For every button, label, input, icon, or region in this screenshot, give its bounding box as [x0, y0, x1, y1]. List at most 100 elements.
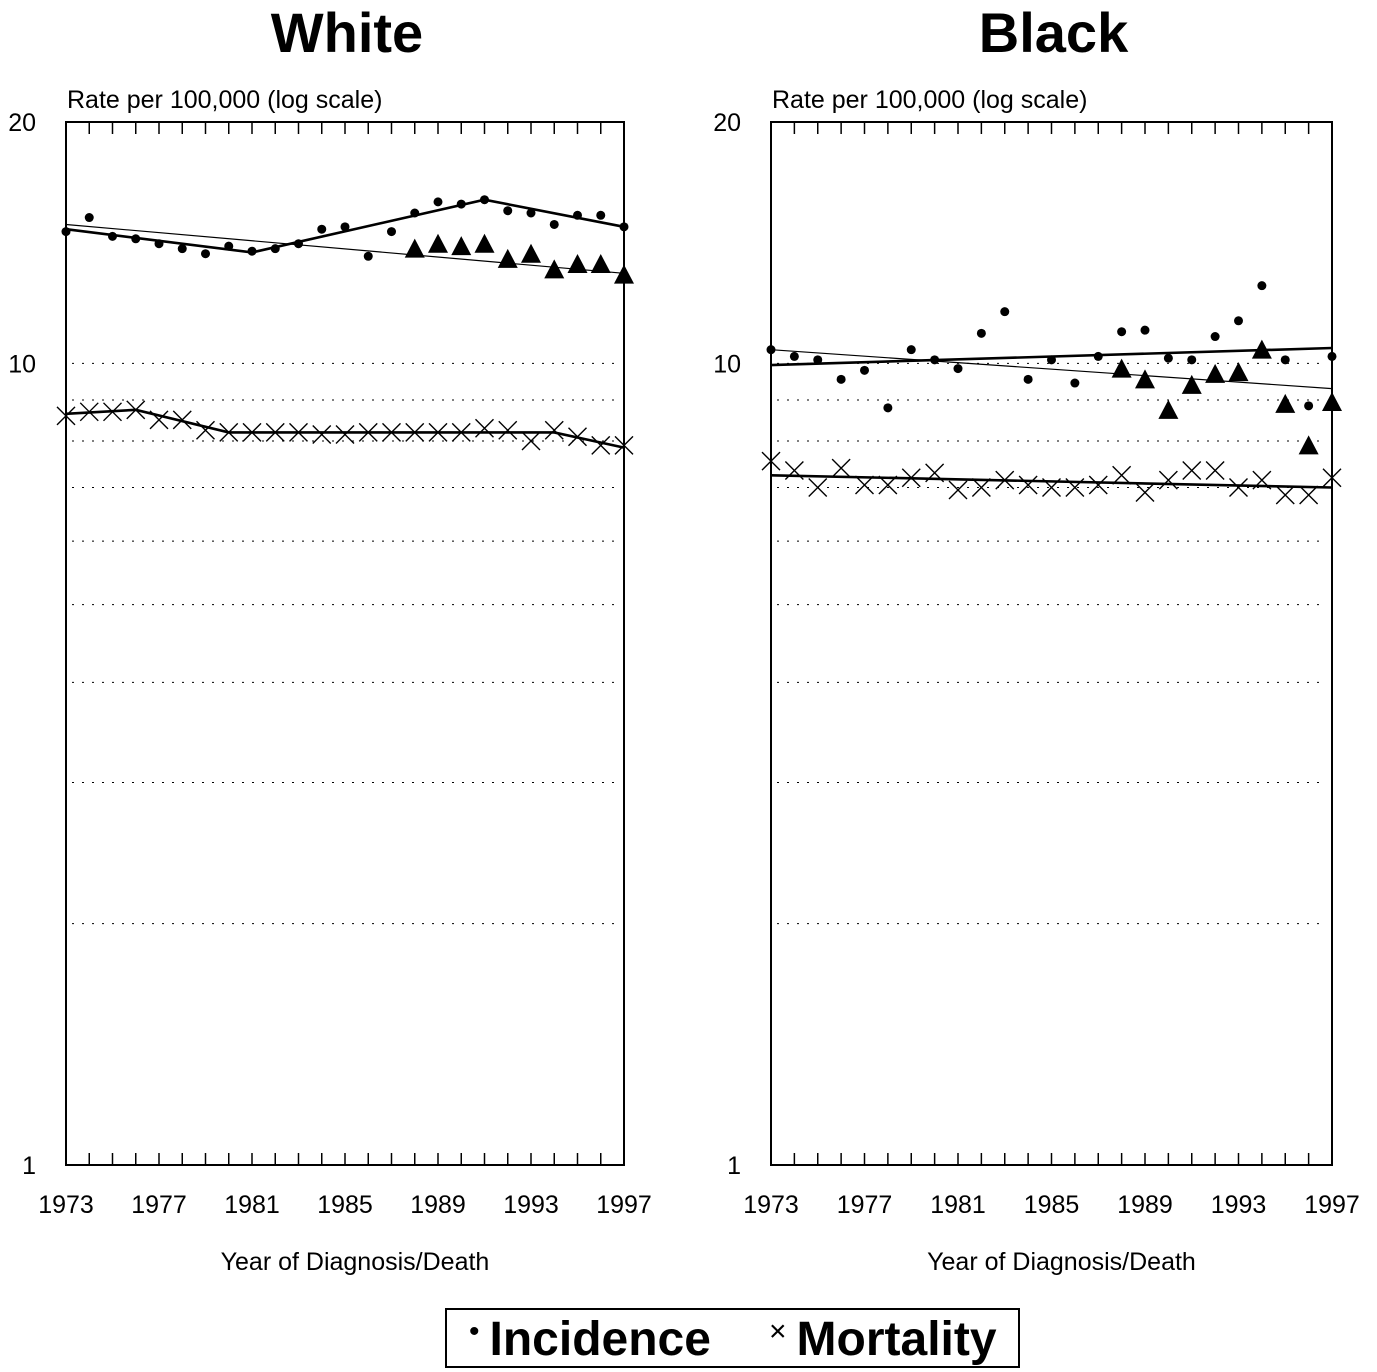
mortality-point: [1275, 485, 1295, 505]
incidence-point: [224, 241, 234, 251]
incidence-point: [1187, 355, 1197, 365]
incidence-point: [340, 222, 350, 232]
mortality-point: [149, 410, 169, 430]
incidence-point: [1140, 325, 1150, 335]
trend-line: [770, 349, 1333, 390]
adjusted-incidence-point: [1205, 363, 1226, 383]
incidence-point: [480, 195, 489, 205]
mortality-point: [1112, 465, 1132, 485]
x-tick-label: 1973: [38, 1191, 94, 1219]
incidence-point: [456, 199, 466, 209]
mortality-point: [1065, 478, 1085, 498]
incidence-point: [1304, 401, 1314, 411]
mortality-point: [591, 435, 611, 455]
incidence-point: [1023, 374, 1033, 384]
x-axis-label: Year of Diagnosis/Death: [927, 1248, 1196, 1276]
trend-line: [65, 408, 625, 449]
mortality-point: [831, 458, 851, 478]
mortality-point: [289, 422, 308, 442]
incidence-point: [526, 208, 536, 218]
legend-incidence-label: Incidence: [489, 1313, 711, 1366]
incidence-point: [61, 227, 71, 237]
x-tick-label: 1993: [503, 1191, 559, 1219]
mortality-point: [103, 402, 122, 422]
adjusted-incidence-point: [428, 233, 448, 253]
mortality-point: [784, 461, 804, 481]
legend: • Incidence × Mortality: [445, 1308, 1020, 1368]
y-tick-label: 1: [22, 1152, 36, 1180]
mortality-point: [79, 402, 99, 422]
mortality-point: [521, 431, 541, 451]
mortality-point: [901, 468, 921, 488]
incidence-point: [1070, 378, 1080, 388]
mortality-point: [1182, 461, 1202, 481]
mortality-point: [1158, 470, 1178, 490]
incidence-point: [766, 345, 776, 355]
incidence-point: [154, 239, 164, 249]
mortality-point: [242, 422, 262, 442]
mortality-point: [475, 418, 494, 438]
incidence-point: [906, 345, 916, 355]
mortality-point: [428, 422, 448, 442]
incidence-point: [549, 219, 559, 229]
incidence-point: [294, 239, 303, 249]
mortality-point: [1322, 468, 1342, 488]
mortality-point: [335, 425, 355, 445]
mortality-point: [855, 475, 874, 495]
mortality-point: [614, 435, 634, 455]
plot-frame: [65, 121, 625, 1166]
incidence-point: [953, 364, 963, 374]
adjusted-incidence-point: [544, 259, 565, 279]
adjusted-incidence-point: [1275, 393, 1296, 413]
incidence-point: [317, 224, 327, 234]
incidence-point: [1047, 355, 1056, 365]
incidence-point: [596, 210, 606, 220]
legend-mortality-label: Mortality: [796, 1313, 997, 1366]
mortality-point: [761, 451, 781, 471]
mortality-point: [405, 422, 425, 442]
trend-line: [65, 223, 625, 274]
chart-title: White: [271, 1, 423, 64]
x-tick-label: 1977: [131, 1191, 187, 1219]
adjusted-incidence-point: [1111, 358, 1132, 378]
incidence-point: [976, 328, 986, 338]
adjusted-incidence-point: [1298, 435, 1319, 455]
incidence-point: [813, 355, 823, 365]
mortality-point: [995, 470, 1015, 490]
incidence-point: [1257, 281, 1267, 291]
y-tick-label: 1: [727, 1152, 741, 1180]
mortality-point: [1205, 461, 1225, 481]
incidence-point: [1000, 307, 1010, 317]
incidence-point: [619, 222, 629, 232]
legend-mortality: × Mortality: [769, 1314, 997, 1372]
y-tick-label: 10: [8, 350, 36, 378]
trend-line: [770, 473, 1333, 489]
adjusted-incidence-point: [1158, 399, 1179, 419]
adjusted-incidence-point: [404, 238, 425, 258]
incidence-point: [387, 227, 396, 237]
adjusted-incidence-point: [1228, 362, 1249, 382]
x-tick-label: 1993: [1211, 1191, 1267, 1219]
x-tick-label: 1997: [596, 1191, 652, 1219]
incidence-point: [177, 244, 187, 254]
incidence-point: [789, 351, 799, 361]
mortality-point: [1135, 483, 1155, 503]
mortality-point: [382, 422, 401, 442]
incidence-point: [503, 206, 513, 216]
y-tick-label: 20: [8, 109, 36, 137]
mortality-point: [878, 475, 898, 495]
y-axis-label: Rate per 100,000 (log scale): [772, 86, 1087, 114]
adjusted-incidence-point: [567, 254, 588, 274]
incidence-point: [1163, 353, 1173, 363]
incidence-point: [270, 244, 280, 254]
incidence-point: [108, 231, 117, 241]
mortality-point: [948, 480, 968, 500]
mortality-point: [126, 400, 146, 420]
incidence-point: [433, 197, 443, 207]
mortality-point: [544, 420, 564, 440]
chart-panel-black: Black Rate per 100,000 (log scale) Year of…: [713, 1, 1360, 1276]
x-tick-label: 1989: [410, 1191, 466, 1219]
plot-frame: [770, 121, 1333, 1166]
adjusted-incidence-point: [614, 264, 634, 284]
